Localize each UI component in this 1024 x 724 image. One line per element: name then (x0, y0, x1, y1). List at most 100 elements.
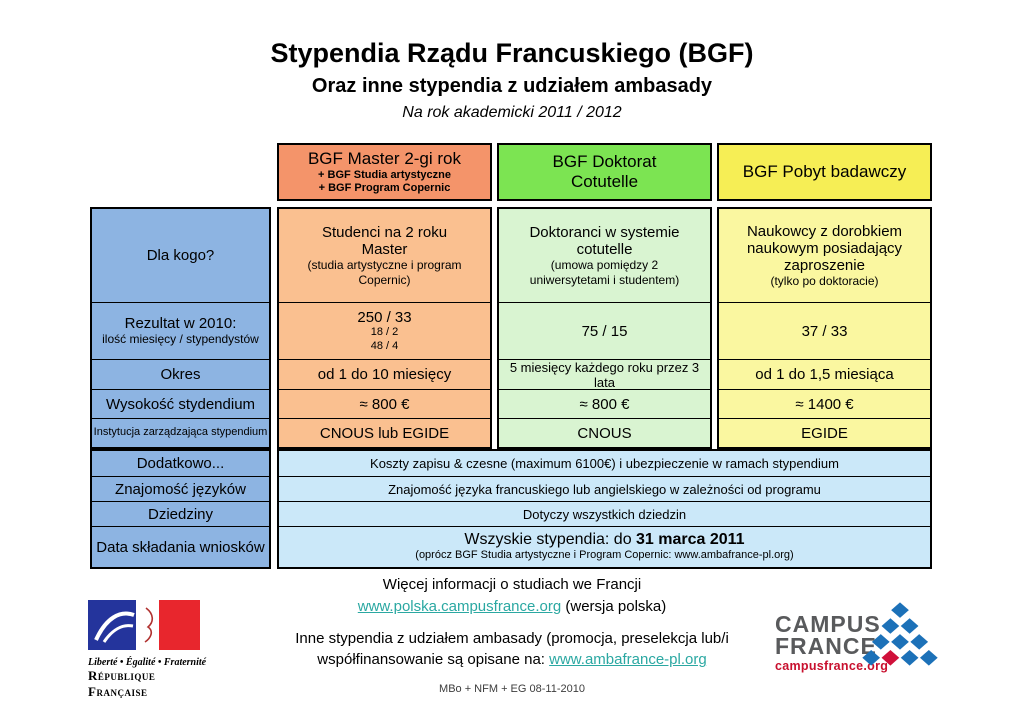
cell-doktorat-who: Doktoranci w systemie cotutelle (umowa p… (499, 209, 710, 302)
cell-fields-text: Dotyczy wszystkich dziedzin (522, 506, 687, 522)
cell-master-period-text: od 1 do 10 miesięcy (317, 366, 452, 383)
cell-master-amount: ≈ 800 € (279, 389, 490, 418)
row-header-instytucja: Instytucja zarządzająca stypendium (92, 418, 269, 447)
column-header-doktorat: BGF Doktorat Cotutelle (497, 143, 712, 201)
french-flag-icon (88, 600, 200, 650)
cell-languages-text: Znajomość języka francuskiego lub angiel… (388, 481, 821, 497)
cell-extra-costs-text: Koszty zapisu & czesne (maximum 6100€) i… (370, 456, 839, 471)
column-header-doktorat-title: BGF Doktorat Cotutelle (552, 152, 657, 191)
campusfrance-link[interactable]: www.polska.campusfrance.org (357, 597, 562, 615)
cell-doktorat-result-main: 75 / 15 (581, 322, 628, 340)
row-header-block-top: Dla kogo? Rezultat w 2010: ilość miesięc… (90, 207, 271, 449)
cell-deadline-date: 31 marca 2011 (636, 531, 745, 549)
cell-pobyt-period: od 1 do 1,5 miesiąca (719, 359, 930, 389)
rf-name: République Française (88, 668, 156, 699)
footer-other-line2-prefix: współfinansowanie są opisane na: (317, 651, 550, 669)
footer-campusfrance-line: www.polska.campusfrance.org (wersja pols… (0, 596, 1024, 618)
page-title: Stypendia Rządu Francuskiego (BGF) (270, 38, 754, 68)
column-header-master-title: BGF Master 2-gi rok (307, 148, 462, 168)
cell-pobyt-period-text: od 1 do 1,5 miesiąca (755, 366, 894, 383)
cell-master-amount-text: ≈ 800 € (359, 395, 410, 413)
row-header-wysokosc: Wysokość stydendium (92, 389, 269, 418)
row-header-dodatkowo: Dodatkowo... (92, 451, 269, 476)
footer: Więcej informacji o studiach we Francji … (0, 574, 1024, 695)
cell-master-who: Studenci na 2 roku Master (studia artyst… (279, 209, 490, 302)
cell-pobyt-who-main: Naukowcy z dorobkiem naukowym posiadając… (746, 222, 903, 274)
cell-doktorat-amount-text: ≈ 800 € (579, 395, 630, 413)
cell-doktorat-institution: CNOUS (499, 418, 710, 447)
cell-master-result-sub1: 18 / 2 (370, 325, 399, 338)
page-subtitle: Oraz inne stypendia z udziałem ambasady (311, 75, 713, 98)
row-header-block-bottom: Dodatkowo... Znajomość języków Dziedziny… (90, 449, 271, 569)
row-header-jezyki-label: Znajomość języków (115, 480, 246, 498)
row-header-rezultat: Rezultat w 2010: ilość miesięcy / stypen… (92, 302, 269, 359)
cell-doktorat-result: 75 / 15 (499, 302, 710, 359)
column-header-master: BGF Master 2-gi rok + BGF Studia artysty… (277, 143, 492, 201)
row-header-data-skladania: Data składania wniosków (92, 526, 269, 567)
cell-fields: Dotyczy wszystkich dziedzin (279, 501, 930, 526)
academic-year: Na rok akademicki 2011 / 2012 (402, 104, 622, 122)
cell-master-result: 250 / 33 18 / 2 48 / 4 (279, 302, 490, 359)
rf-motto: Liberté • Égalité • Fraternité (88, 657, 207, 668)
campusfrance-link-suffix: (wersja polska) (561, 597, 667, 615)
cell-doktorat-period-text: 5 miesięcy każdego roku przez 3 lata (509, 359, 700, 390)
cell-deadline-sub: (oprócz BGF Studia artystyczne i Program… (415, 549, 794, 562)
column-pobyt-body: Naukowcy z dorobkiem naukowym posiadając… (717, 207, 932, 449)
cell-deadline-main: Wszyskie stypendia: do 31 marca 2011 (464, 531, 744, 549)
cell-doktorat-amount: ≈ 800 € (499, 389, 710, 418)
cell-doktorat-institution-text: CNOUS (577, 424, 632, 442)
row-header-okres: Okres (92, 359, 269, 389)
cell-pobyt-amount-text: ≈ 1400 € (795, 395, 854, 413)
ambafrance-link[interactable]: www.ambafrance-pl.org (549, 651, 707, 669)
column-master-body: Studenci na 2 roku Master (studia artyst… (277, 207, 492, 449)
campus-france-name-line2: FRANCE (775, 632, 877, 659)
cell-master-result-sub2: 48 / 4 (370, 339, 399, 352)
scholarship-table: BGF Master 2-gi rok + BGF Studia artysty… (90, 143, 932, 579)
column-header-pobyt: BGF Pobyt badawczy (717, 143, 932, 201)
footer-credit: MBo + NFM + EG 08-11-2010 (439, 683, 585, 695)
column-doktorat-body: Doktoranci w systemie cotutelle (umowa p… (497, 207, 712, 449)
row-header-data-skladania-label: Data składania wniosków (96, 538, 265, 556)
cell-master-institution: CNOUS lub EGIDE (279, 418, 490, 447)
campus-france-text: CAMPUS FRANCE campusfrance.org (775, 611, 889, 673)
row-header-dziedziny: Dziedziny (92, 501, 269, 526)
row-header-dla-kogo: Dla kogo? (92, 209, 269, 302)
campus-france-pyramid-icon (862, 602, 938, 666)
republique-francaise-logo: Liberté • Égalité • Fraternité Républiqu… (88, 600, 212, 700)
row-header-rezultat-sublabel: ilość miesięcy / stypendystów (102, 332, 259, 347)
cell-pobyt-result-main: 37 / 33 (801, 322, 848, 340)
row-header-jezyki: Znajomość języków (92, 476, 269, 501)
cell-languages: Znajomość języka francuskiego lub angiel… (279, 476, 930, 501)
cell-master-result-main: 250 / 33 (357, 308, 412, 326)
row-header-wysokosc-label: Wysokość stydendium (105, 395, 256, 413)
cell-pobyt-who: Naukowcy z dorobkiem naukowym posiadając… (719, 209, 930, 302)
cell-extra-costs: Koszty zapisu & czesne (maximum 6100€) i… (279, 451, 930, 476)
footer-other-line1: Inne stypendia z udziałem ambasady (prom… (295, 629, 729, 647)
campus-france-url: campusfrance.org (775, 658, 889, 673)
row-header-dla-kogo-label: Dla kogo? (146, 247, 215, 264)
title-block: Stypendia Rządu Francuskiego (BGF) Oraz … (0, 38, 1024, 122)
cell-doktorat-who-main: Doktoranci w systemie cotutelle (529, 224, 680, 259)
row-header-dziedziny-label: Dziedziny (147, 505, 214, 523)
cell-pobyt-result: 37 / 33 (719, 302, 930, 359)
cell-master-period: od 1 do 10 miesięcy (279, 359, 490, 389)
row-header-okres-label: Okres (160, 366, 201, 383)
row-header-dodatkowo-label: Dodatkowo... (136, 455, 225, 472)
footer-more-info: Więcej informacji o studiach we Francji (382, 576, 642, 593)
cell-pobyt-amount: ≈ 1400 € (719, 389, 930, 418)
row-header-rezultat-label: Rezultat w 2010: (124, 315, 237, 333)
campus-france-name-line1: CAMPUS (775, 611, 881, 637)
column-header-pobyt-title: BGF Pobyt badawczy (742, 162, 907, 181)
campus-france-logo: CAMPUS FRANCE campusfrance.org (775, 602, 940, 674)
cell-doktorat-who-sub: (umowa pomiędzy 2 uniwersytetami i stude… (529, 258, 680, 287)
cell-pobyt-institution-text: EGIDE (801, 424, 848, 442)
cell-master-who-main: Studenci na 2 roku Master (321, 224, 448, 259)
cell-deadline-prefix: Wszyskie stypendia: do (464, 531, 637, 549)
cell-pobyt-institution: EGIDE (719, 418, 930, 447)
cell-master-who-sub: (studia artystyczne i program Copernic) (307, 258, 462, 287)
column-header-master-sub2: + BGF Program Copernic (318, 182, 451, 194)
footer-other-line2: współfinansowanie są opisane na: www.amb… (0, 649, 1024, 671)
cell-deadline: Wszyskie stypendia: do 31 marca 2011 (op… (279, 526, 930, 567)
cell-doktorat-period: 5 miesięcy każdego roku przez 3 lata (499, 359, 710, 390)
